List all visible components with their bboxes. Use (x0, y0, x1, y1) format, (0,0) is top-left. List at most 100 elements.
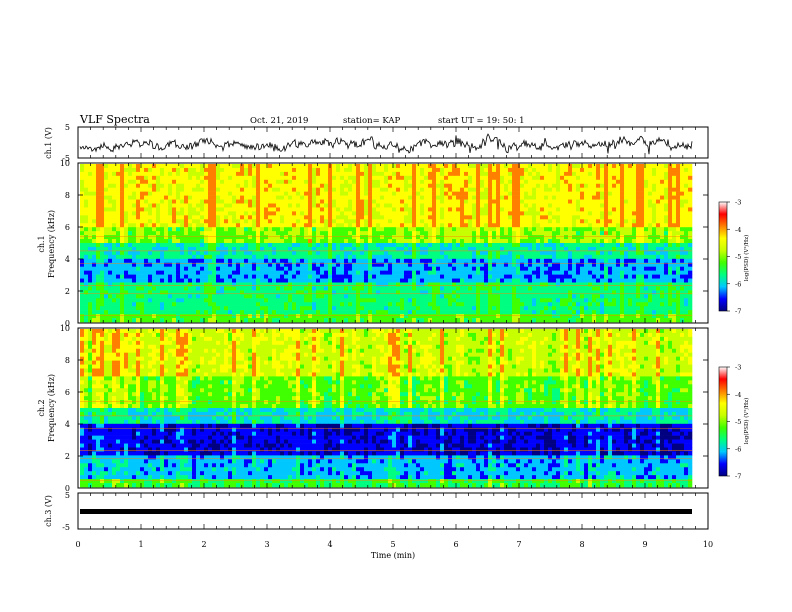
spectrogram-cell (276, 271, 280, 275)
spectrogram-cell (272, 196, 276, 200)
spectrogram-cell (140, 204, 144, 208)
spectrogram-cell (436, 283, 440, 287)
spectrogram-cell (612, 207, 616, 211)
spectrogram-cell (352, 227, 356, 231)
spectrogram-cell (652, 184, 656, 188)
spectrogram-cell (120, 207, 124, 211)
spectrogram-cell (496, 204, 500, 208)
spectrogram-cell (332, 184, 336, 188)
spectrogram-cell (212, 211, 216, 215)
spectrogram-cell (372, 231, 376, 235)
spectrogram-cell (476, 184, 480, 188)
spectrogram-cell (392, 223, 396, 227)
spectrogram-cell (484, 275, 488, 279)
spectrogram-cell (184, 223, 188, 227)
spectrogram-cell (176, 176, 180, 180)
spectrogram-cell (368, 215, 372, 219)
spectrogram-cell (184, 211, 188, 215)
spectrogram-cell (656, 227, 660, 231)
spectrogram-cell (288, 200, 292, 204)
spectrogram-cell (516, 176, 520, 180)
spectrogram-cell (332, 168, 336, 172)
spectrogram-cell (260, 239, 264, 243)
spectrogram-cell (420, 235, 424, 239)
spectrogram-cell (564, 243, 568, 247)
spectrogram-cell (104, 267, 108, 271)
spectrogram-cell (500, 176, 504, 180)
spectrogram-cell (232, 164, 236, 168)
spectrogram-cell (220, 168, 224, 172)
spectrogram-cell (204, 283, 208, 287)
spectrogram-cell (152, 192, 156, 196)
spectrogram-cell (460, 192, 464, 196)
spectrogram-cell (332, 267, 336, 271)
spectrogram-cell (380, 192, 384, 196)
spectrogram-cell (96, 279, 100, 283)
spectrogram-cell (604, 200, 608, 204)
spectrogram-cell (500, 180, 504, 184)
spectrogram-cell (528, 251, 532, 255)
spectrogram-cell (240, 200, 244, 204)
spectrogram-cell (200, 279, 204, 283)
spectrogram-cell (580, 172, 584, 176)
spectrogram-cell (108, 215, 112, 219)
spectrogram-cell (464, 259, 468, 263)
spectrogram-cell (108, 196, 112, 200)
spectrogram-cell (536, 275, 540, 279)
spectrogram-cell (616, 279, 620, 283)
spectrogram-cell (468, 283, 472, 287)
spectrogram-cell (584, 200, 588, 204)
spectrogram-cell (504, 176, 508, 180)
spectrogram-cell (600, 192, 604, 196)
spectrogram-cell (680, 255, 684, 259)
spectrogram-cell (276, 180, 280, 184)
spectrogram-cell (520, 211, 524, 215)
spectrogram-cell (204, 207, 208, 211)
ch1-waveform-panel: 5 -5 ch.1 (V) (44, 123, 708, 163)
spectrogram-cell (316, 168, 320, 172)
spectrogram-cell (488, 188, 492, 192)
spectrogram-cell (468, 255, 472, 259)
spectrogram-cell (660, 251, 664, 255)
spectrogram-cell (228, 235, 232, 239)
spectrogram-cell (424, 231, 428, 235)
spectrogram-cell (628, 164, 632, 168)
spectrogram-cell (232, 196, 236, 200)
spectrogram-cell (216, 188, 220, 192)
spectrogram-cell (512, 204, 516, 208)
spectrogram-cell (180, 275, 184, 279)
spectrogram-cell (80, 259, 84, 263)
spectrogram-cell (456, 180, 460, 184)
spectrogram-cell (324, 172, 328, 176)
spectrogram-cell (676, 286, 680, 290)
spectrogram-cell (636, 172, 640, 176)
spectrogram-cell (188, 204, 192, 208)
spectrogram-cell (428, 271, 432, 275)
spectrogram-cell (516, 192, 520, 196)
spectrogram-cell (80, 251, 84, 255)
spectrogram-cell (520, 192, 524, 196)
spectrogram-cell (324, 196, 328, 200)
spectrogram-cell (376, 204, 380, 208)
spectrogram-cell (500, 196, 504, 200)
spectrogram-cell (604, 279, 608, 283)
spectrogram-cell (532, 172, 536, 176)
spectrogram-cell (388, 259, 392, 263)
spectrogram-cell (484, 164, 488, 168)
spectrogram-cell (384, 271, 388, 275)
spectrogram-cell (608, 235, 612, 239)
spectrogram-cell (324, 227, 328, 231)
spectrogram-cell (304, 223, 308, 227)
spectrogram-cell (536, 184, 540, 188)
spectrogram-cell (400, 164, 404, 168)
spectrogram-cell (652, 223, 656, 227)
spectrogram-cell (328, 279, 332, 283)
spectrogram-cell (368, 255, 372, 259)
spectrogram-cell (580, 255, 584, 259)
spectrogram-cell (260, 196, 264, 200)
spectrogram-cell (476, 239, 480, 243)
spectrogram-cell (348, 184, 352, 188)
spectrogram-cell (616, 267, 620, 271)
spectrogram-cell (488, 211, 492, 215)
spectrogram-cell (360, 223, 364, 227)
